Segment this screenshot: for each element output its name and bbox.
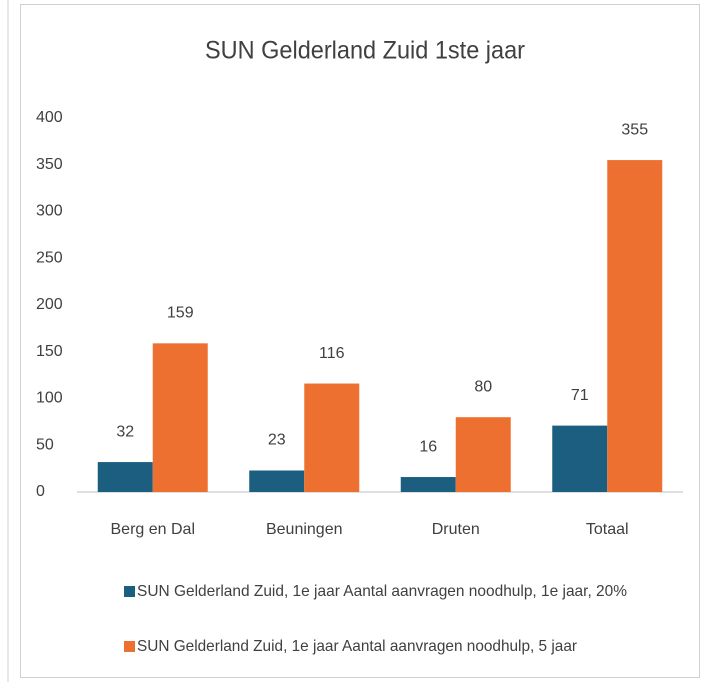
data-label: 71 [571,387,589,404]
legend-label: SUN Gelderland Zuid, 1e jaar Aantal aanv… [137,638,578,655]
bar [400,477,456,492]
legend-swatch [124,641,135,652]
x-tick-label: Berg en Dal [111,521,196,538]
data-label: 355 [621,121,648,138]
chart-title: SUN Gelderland Zuid 1ste jaar [205,37,525,65]
x-tick-label: Druten [432,521,480,538]
legend-swatch [124,586,135,597]
chart-frame [20,4,700,678]
data-label: 116 [319,345,345,362]
y-tick-label: 400 [36,109,63,126]
bar [455,417,511,492]
data-label: 159 [167,305,194,322]
bar [97,462,153,492]
bar [607,160,663,492]
y-tick-label: 350 [36,156,63,173]
y-tick-label: 100 [36,390,63,407]
x-tick-label: Beuningen [266,521,343,538]
y-tick-label: 150 [36,343,63,360]
y-tick-label: 200 [36,296,63,313]
data-label: 32 [116,423,134,440]
bar [552,425,608,492]
bar [304,383,360,492]
data-label: 80 [474,378,492,395]
y-tick-label: 0 [36,483,45,500]
legend-label: SUN Gelderland Zuid, 1e jaar Aantal aanv… [137,583,627,600]
bar [152,343,208,492]
x-tick-label: Totaal [586,521,629,538]
data-label: 23 [268,432,286,449]
y-tick-label: 250 [36,249,63,266]
data-label: 16 [419,438,437,455]
y-tick-label: 300 [36,203,63,220]
y-tick-label: 50 [36,436,54,453]
bar [249,470,305,492]
